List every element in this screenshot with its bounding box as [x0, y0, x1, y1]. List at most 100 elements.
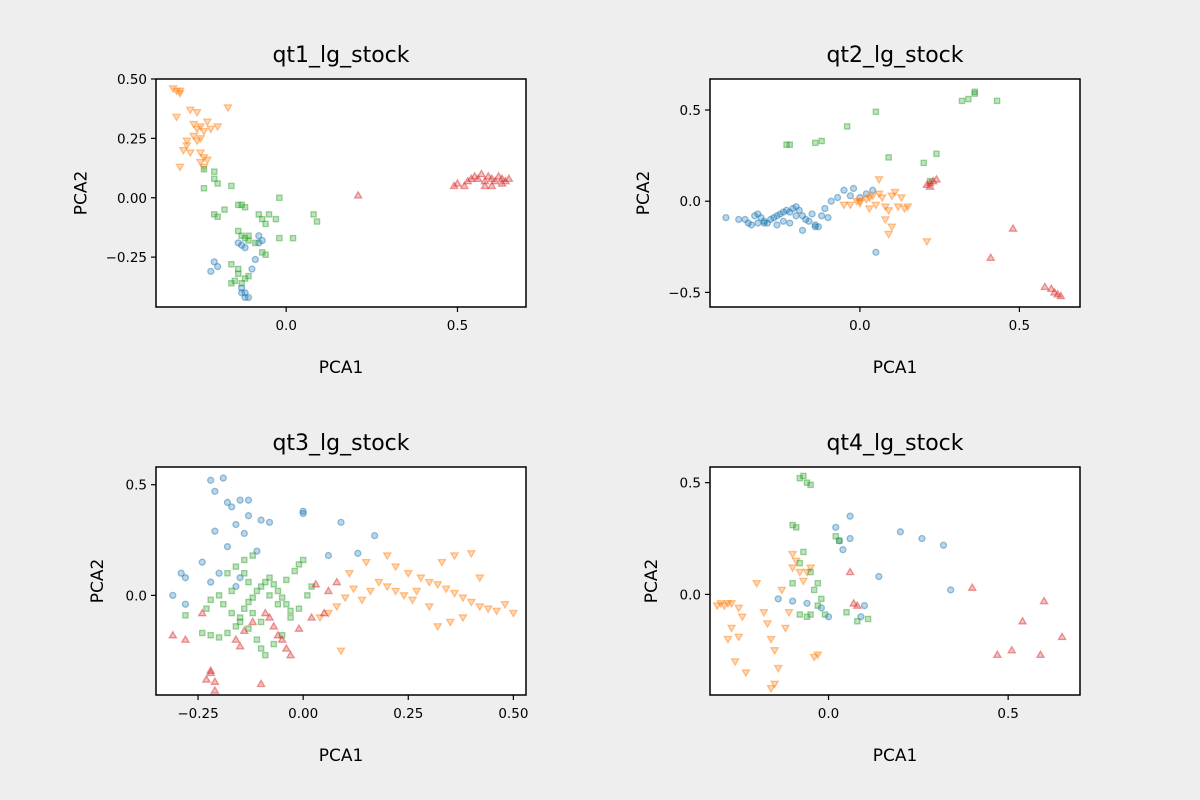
data-point — [786, 141, 793, 148]
data-point — [310, 211, 317, 218]
data-point — [258, 249, 266, 256]
data-point — [871, 201, 881, 210]
data-point — [811, 221, 819, 229]
data-point — [855, 197, 865, 207]
data-point — [185, 106, 195, 115]
data-point — [273, 630, 283, 639]
data-point — [365, 587, 376, 596]
data-point — [285, 650, 296, 659]
axes-frame — [709, 466, 1081, 696]
axes-frame — [155, 466, 527, 696]
y-axis-label: PCA2 — [72, 171, 92, 216]
data-point — [747, 221, 756, 229]
data-point — [918, 534, 926, 543]
data-point — [795, 568, 805, 577]
data-point — [241, 243, 249, 252]
data-point — [207, 267, 215, 276]
data-point — [796, 611, 804, 618]
data-point — [195, 149, 206, 158]
data-point — [210, 211, 218, 218]
data-point — [219, 474, 227, 482]
data-point — [883, 230, 894, 239]
data-point — [232, 563, 240, 570]
data-point — [192, 137, 202, 146]
data-point — [223, 543, 232, 551]
data-point — [874, 176, 884, 185]
data-point — [238, 201, 245, 209]
data-point — [182, 137, 192, 146]
data-point — [893, 203, 903, 212]
data-point — [237, 289, 246, 297]
data-point — [234, 201, 242, 209]
data-point — [861, 196, 872, 205]
data-point — [207, 596, 214, 604]
series-2 — [315, 550, 519, 656]
data-point — [251, 255, 260, 264]
data-point — [411, 587, 422, 596]
data-point — [786, 208, 794, 216]
data-point — [818, 137, 825, 145]
data-point — [744, 219, 752, 227]
series-1 — [169, 474, 379, 608]
data-point — [786, 219, 794, 227]
data-point — [295, 561, 303, 568]
data-point — [466, 550, 477, 559]
data-point — [466, 173, 476, 183]
data-point — [719, 602, 730, 611]
data-point — [849, 184, 858, 193]
data-point — [971, 90, 978, 97]
series-4 — [922, 174, 1066, 300]
data-point — [236, 614, 244, 621]
x-tick-label: 0.5 — [997, 706, 1018, 722]
data-point — [264, 612, 275, 621]
data-point — [403, 570, 414, 579]
data-point — [993, 97, 1001, 105]
data-point — [500, 176, 511, 185]
data-point — [817, 604, 826, 612]
y-tick-label: 0.0 — [126, 588, 147, 604]
data-point — [730, 658, 740, 667]
y-axis-label: PCA2 — [88, 559, 108, 604]
data-point — [760, 219, 768, 227]
subplot-4: 0.0 0.5 0.5 0.0 qt4_lg_stock PCA1 PCA2 — [642, 431, 1081, 766]
data-point — [475, 574, 485, 583]
data-point — [487, 180, 497, 190]
data-point — [854, 617, 861, 625]
data-point — [266, 592, 273, 599]
data-point — [195, 123, 206, 132]
subplot-2: 0.0 0.5 0.5 0.0 −0.5 qt2_lg_stock PCA1 PCA2 — [634, 43, 1081, 378]
chart-title: qt3_lg_stock — [272, 431, 409, 456]
data-point — [814, 579, 822, 587]
data-point — [805, 217, 813, 225]
y-axis-label: PCA2 — [634, 171, 654, 216]
data-point — [287, 614, 294, 621]
data-point — [773, 664, 783, 674]
data-point — [760, 217, 768, 225]
data-point — [236, 574, 244, 582]
data-point — [278, 594, 286, 601]
data-point — [241, 289, 249, 297]
data-point — [256, 679, 266, 688]
plot-area — [710, 467, 1080, 695]
data-point — [1057, 631, 1067, 641]
data-point — [207, 578, 215, 586]
data-point — [357, 596, 367, 605]
data-point — [210, 258, 218, 266]
data-point — [245, 237, 252, 244]
data-point — [883, 207, 894, 216]
data-point — [424, 603, 435, 612]
data-point — [192, 109, 202, 118]
data-point — [712, 602, 722, 611]
series-1 — [774, 512, 955, 621]
data-point — [223, 104, 233, 113]
data-point — [1007, 645, 1017, 654]
data-point — [278, 631, 286, 639]
x-axis-label: PCA1 — [319, 358, 364, 378]
data-point — [1040, 282, 1050, 291]
data-point — [236, 618, 244, 626]
data-point — [228, 260, 235, 268]
data-point — [215, 569, 223, 577]
data-point — [228, 279, 235, 287]
data-point — [965, 95, 972, 103]
data-point — [241, 570, 248, 577]
